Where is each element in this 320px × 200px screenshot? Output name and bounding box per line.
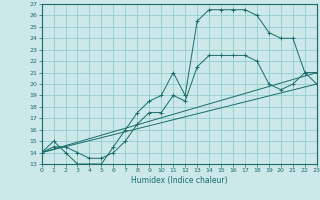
X-axis label: Humidex (Indice chaleur): Humidex (Indice chaleur) — [131, 176, 228, 185]
